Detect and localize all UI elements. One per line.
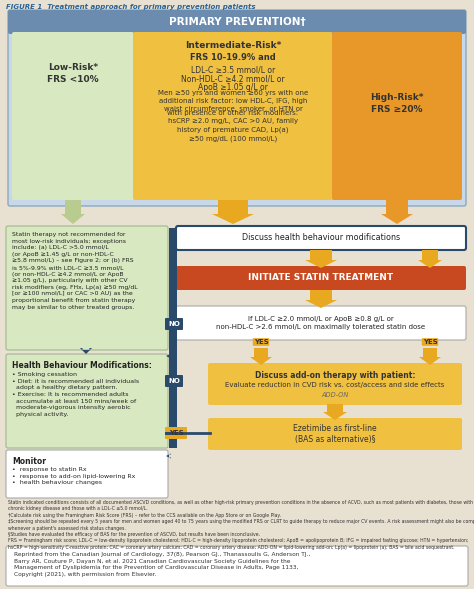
FancyBboxPatch shape — [208, 363, 462, 405]
FancyBboxPatch shape — [133, 32, 333, 200]
Text: Low-Risk*: Low-Risk* — [48, 64, 98, 72]
FancyBboxPatch shape — [12, 32, 134, 200]
FancyArrow shape — [61, 200, 85, 224]
Text: Reprinted from the Canadian Journal of Cardiology, 37(8), Pearson GJ., Thanassou: Reprinted from the Canadian Journal of C… — [14, 552, 310, 577]
Text: NO: NO — [168, 378, 180, 384]
FancyBboxPatch shape — [165, 375, 183, 387]
Text: ApoB ≥1.05 g/L or: ApoB ≥1.05 g/L or — [198, 84, 268, 92]
Text: Ezetimibe as first-line
(BAS as alternative)§: Ezetimibe as first-line (BAS as alternat… — [293, 423, 377, 444]
Text: INITIATE STATIN TREATMENT: INITIATE STATIN TREATMENT — [248, 273, 393, 283]
Text: YES: YES — [169, 430, 183, 436]
FancyBboxPatch shape — [165, 318, 183, 330]
Text: •  response to statin Rx
•  response to add-on lipid-lowering Rx
•  health behav: • response to statin Rx • response to ad… — [12, 467, 136, 485]
Text: If LDL-C ≥2.0 mmol/L or ApoB ≥0.8 g/L or
non-HDL-C >2.6 mmol/L on maximally tole: If LDL-C ≥2.0 mmol/L or ApoB ≥0.8 g/L or… — [217, 316, 426, 330]
Text: Non-HDL-C ≥4.2 mmol/L or: Non-HDL-C ≥4.2 mmol/L or — [181, 74, 285, 84]
Text: with presence of other risk modifiers:
hsCRP ≥2.0 mg/L, CAC >0 AU, family
histor: with presence of other risk modifiers: h… — [167, 111, 299, 141]
Text: YES: YES — [423, 339, 438, 345]
FancyBboxPatch shape — [6, 546, 468, 586]
FancyBboxPatch shape — [6, 450, 168, 498]
Text: Statin indicated conditions consists of all documented ASCVD conditions, as well: Statin indicated conditions consists of … — [8, 500, 474, 550]
Text: FRS ≥20%: FRS ≥20% — [371, 104, 423, 114]
Text: Men ≥50 yrs and women ≥60 yrs with one
additional risk factor: low HDL-C, IFG, h: Men ≥50 yrs and women ≥60 yrs with one a… — [158, 90, 308, 112]
Text: High-Risk*: High-Risk* — [370, 92, 424, 101]
FancyArrow shape — [305, 250, 337, 268]
FancyArrow shape — [166, 353, 171, 359]
FancyBboxPatch shape — [176, 306, 466, 340]
Text: Discuss health behaviour modifications: Discuss health behaviour modifications — [242, 233, 400, 243]
Text: Discuss add-on therapy with patient:: Discuss add-on therapy with patient: — [255, 370, 415, 379]
Text: NO: NO — [168, 321, 180, 327]
Text: FRS 10-19.9% and: FRS 10-19.9% and — [190, 52, 276, 61]
Text: Intermediate-Risk*: Intermediate-Risk* — [185, 41, 281, 51]
FancyBboxPatch shape — [332, 32, 462, 200]
Text: LDL-C ≥3.5 mmol/L or: LDL-C ≥3.5 mmol/L or — [191, 65, 275, 74]
FancyArrow shape — [212, 200, 254, 224]
FancyArrow shape — [250, 348, 272, 365]
FancyArrow shape — [323, 404, 347, 420]
FancyArrow shape — [418, 250, 442, 268]
FancyBboxPatch shape — [208, 418, 462, 450]
Text: PRIMARY PREVENTION†: PRIMARY PREVENTION† — [169, 17, 305, 27]
Text: YES: YES — [254, 339, 268, 345]
FancyBboxPatch shape — [8, 10, 466, 34]
Text: Monitor: Monitor — [12, 457, 46, 466]
Text: FIGURE 1  Treatment approach for primary prevention patients: FIGURE 1 Treatment approach for primary … — [6, 4, 255, 10]
FancyBboxPatch shape — [176, 226, 466, 250]
Text: Health Behaviour Modifications:: Health Behaviour Modifications: — [12, 361, 152, 370]
FancyArrow shape — [419, 348, 441, 365]
FancyBboxPatch shape — [176, 266, 466, 290]
Bar — [169, 228, 177, 448]
Text: Evaluate reduction in CVD risk vs. cost/access and side effects: Evaluate reduction in CVD risk vs. cost/… — [225, 382, 445, 388]
FancyArrow shape — [305, 290, 337, 308]
Text: • Smoking cessation
• Diet: it is recommended all individuals
  adopt a healthy : • Smoking cessation • Diet: it is recomm… — [12, 372, 139, 416]
FancyBboxPatch shape — [8, 10, 466, 206]
FancyArrow shape — [80, 348, 92, 354]
FancyArrow shape — [381, 200, 413, 224]
Text: Statin therapy not recommended for
most low-risk individuals; exceptions
include: Statin therapy not recommended for most … — [12, 232, 137, 310]
FancyBboxPatch shape — [6, 354, 168, 448]
FancyBboxPatch shape — [165, 427, 187, 439]
Text: FRS <10%: FRS <10% — [47, 75, 99, 84]
FancyArrow shape — [166, 454, 171, 458]
Text: ADD-ON: ADD-ON — [321, 392, 349, 398]
FancyBboxPatch shape — [6, 226, 168, 350]
